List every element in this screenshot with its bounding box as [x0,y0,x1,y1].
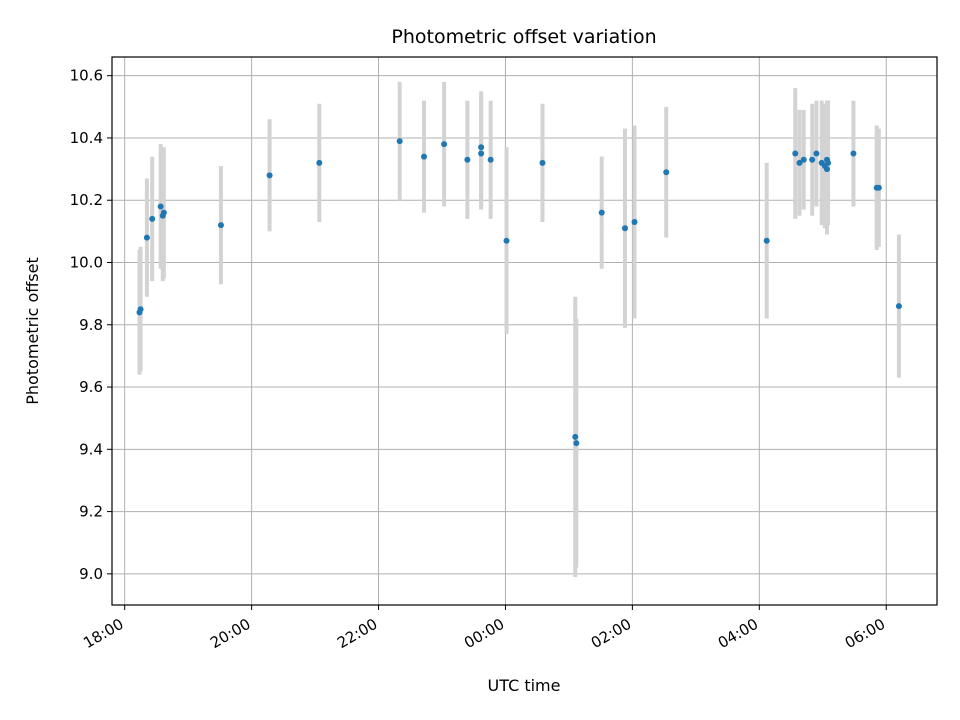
data-point [825,159,832,166]
data-point [850,150,857,157]
x-axis-label: UTC time [488,676,561,695]
data-point [598,209,605,216]
data-point [396,138,403,145]
data-point [160,209,167,216]
data-point [573,440,580,447]
data-point [137,306,144,313]
y-axis-label: Photometric offset [23,257,42,405]
y-tick-label: 10.0 [70,254,103,272]
y-tick-label: 10.6 [70,67,103,85]
data-point [800,156,807,163]
plot-frame [111,56,938,606]
grid-lines [112,57,937,605]
data-point [149,215,156,222]
data-point [631,219,638,226]
data-point [217,222,224,229]
data-point [487,156,494,163]
data-point [316,159,323,166]
data-points [136,138,902,447]
data-point [464,156,471,163]
data-point [441,141,448,148]
data-point [621,225,628,232]
data-point [421,153,428,160]
data-point [809,156,816,163]
data-point [503,237,510,244]
data-point [572,433,579,440]
data-point [143,234,150,241]
data-point [539,159,546,166]
data-point [796,159,803,166]
y-tick-label: 9.0 [79,565,103,583]
y-tick-label: 9.2 [79,503,103,521]
data-point [478,144,485,151]
data-point [792,150,799,157]
data-point [266,172,273,179]
data-point [478,150,485,157]
y-tick-label: 10.4 [70,129,103,147]
data-point [875,184,882,191]
data-point [763,237,770,244]
y-tick-label: 10.2 [70,191,103,209]
y-tick-label: 9.6 [79,378,103,396]
data-point [895,303,902,310]
y-tick-label: 9.4 [79,440,103,458]
data-point [824,166,830,173]
chart-title: Photometric offset variation [391,26,656,48]
data-point [157,203,164,210]
data-point [813,150,820,157]
y-tick-label: 9.8 [79,316,103,334]
data-point [663,169,670,176]
